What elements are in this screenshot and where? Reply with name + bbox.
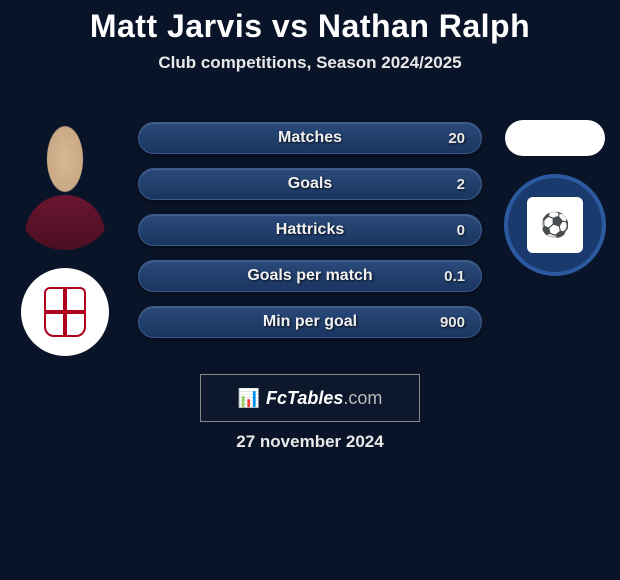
stat-label: Goals per match — [247, 267, 372, 285]
stat-label: Hattricks — [276, 221, 344, 239]
page-title: Matt Jarvis vs Nathan Ralph — [0, 8, 620, 45]
fctables-logo[interactable]: 📊 FcTables.com — [200, 374, 420, 422]
woking-shield-icon — [44, 287, 86, 337]
subtitle: Club competitions, Season 2024/2025 — [0, 53, 620, 73]
stat-bar: Goals per match 0.1 — [138, 260, 482, 292]
stat-player2-value: 900 — [435, 314, 465, 331]
stat-bars: Matches 20 Goals 2 Hattricks 0 Goals per… — [138, 122, 482, 338]
player1-photo — [15, 120, 115, 250]
stat-player2-value: 2 — [435, 176, 465, 193]
stat-label: Min per goal — [263, 313, 357, 331]
stat-label: Goals — [288, 175, 332, 193]
player2-photo — [505, 120, 605, 156]
player1-column — [10, 120, 120, 356]
stat-player2-value: 0.1 — [435, 268, 465, 285]
bar-chart-icon: 📊 — [238, 388, 260, 409]
stat-label: Matches — [278, 129, 342, 147]
brand-name: FcTables — [266, 388, 343, 408]
stat-player2-value: 0 — [435, 222, 465, 239]
stat-bar: Hattricks 0 — [138, 214, 482, 246]
stat-bar: Min per goal 900 — [138, 306, 482, 338]
player1-club-badge — [21, 268, 109, 356]
stat-bar: Matches 20 — [138, 122, 482, 154]
player2-column: ⚽ — [500, 120, 610, 276]
brand-suffix: .com — [343, 388, 382, 408]
comparison-date: 27 november 2024 — [0, 432, 620, 452]
stat-player2-value: 20 — [435, 130, 465, 147]
brand-text: FcTables.com — [266, 388, 382, 409]
player2-club-badge: ⚽ — [504, 174, 606, 276]
football-icon: ⚽ — [527, 197, 583, 253]
stat-bar: Goals 2 — [138, 168, 482, 200]
